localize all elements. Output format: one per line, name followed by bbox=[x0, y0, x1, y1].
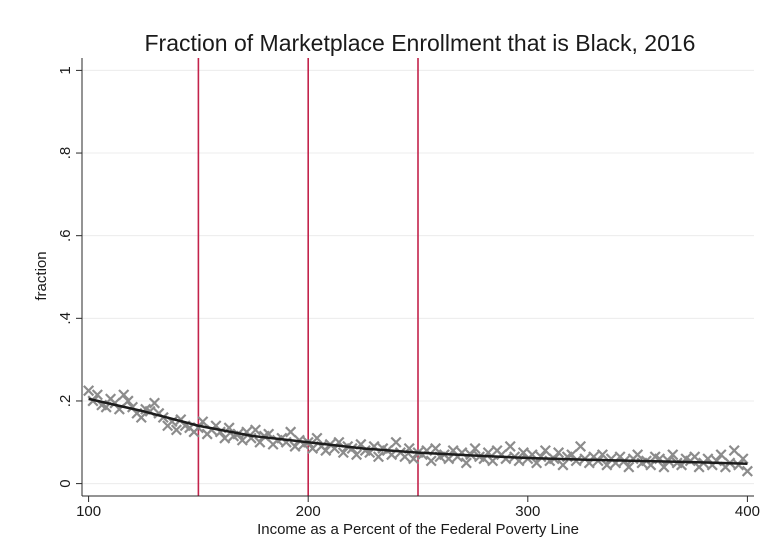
y-tick-label: .8 bbox=[57, 147, 74, 160]
scatter-point bbox=[148, 397, 161, 409]
scatter-point bbox=[443, 453, 455, 465]
reference-lines bbox=[197, 58, 419, 496]
y-tick-label: .2 bbox=[57, 395, 74, 408]
scatter-point bbox=[517, 447, 529, 459]
scatter-point bbox=[715, 449, 727, 461]
y-tick-label: .4 bbox=[57, 312, 74, 325]
scatter-point bbox=[285, 426, 297, 438]
y-tick-label: 0 bbox=[57, 479, 74, 487]
x-axis-label: Income as a Percent of the Federal Pover… bbox=[257, 521, 579, 538]
scatter-point bbox=[566, 449, 578, 461]
scatter-point bbox=[350, 449, 363, 461]
scatter-point bbox=[539, 444, 551, 457]
scatter-point bbox=[83, 385, 95, 397]
scatter-point bbox=[118, 389, 130, 401]
x-tick-label: 200 bbox=[296, 503, 321, 520]
x-tick-label: 300 bbox=[515, 503, 540, 520]
scatter-point bbox=[623, 461, 635, 473]
x-tick-label: 400 bbox=[735, 503, 760, 520]
scatter-point bbox=[219, 432, 231, 444]
scatter-point bbox=[311, 432, 323, 444]
scatter-point bbox=[460, 457, 472, 469]
scatter-point bbox=[372, 451, 385, 463]
scatter-point bbox=[320, 444, 332, 457]
scatter-point bbox=[307, 442, 319, 455]
scatter-point bbox=[91, 389, 103, 401]
scatter-point bbox=[249, 424, 262, 436]
scatter-point bbox=[741, 465, 753, 477]
scatter-point bbox=[531, 457, 543, 469]
scatter-point bbox=[596, 449, 609, 461]
scatter-point bbox=[552, 447, 565, 459]
scatter-point bbox=[469, 442, 481, 455]
y-tick-label: 1 bbox=[57, 66, 74, 74]
fit-line bbox=[88, 397, 748, 466]
scatter-point bbox=[689, 451, 701, 463]
scatter-point bbox=[135, 411, 147, 424]
y-axis-label: fraction bbox=[33, 251, 50, 300]
scatter-point bbox=[425, 455, 437, 467]
scatter-point bbox=[390, 436, 402, 448]
y-tick-label: .6 bbox=[57, 229, 74, 242]
scatter-point bbox=[122, 395, 134, 407]
scatter-point bbox=[728, 444, 740, 457]
scatter-point bbox=[557, 459, 569, 471]
scatter-point bbox=[601, 459, 613, 471]
scatter-point bbox=[289, 440, 301, 452]
scatter-point bbox=[197, 416, 209, 428]
scatter-point bbox=[632, 449, 644, 461]
scatter-point bbox=[430, 442, 442, 455]
scatter-point bbox=[408, 453, 420, 465]
scatter-point bbox=[737, 453, 749, 465]
scatter-point bbox=[574, 440, 587, 452]
scatter-point bbox=[399, 451, 411, 463]
chart-title: Fraction of Marketplace Enrollment that … bbox=[145, 30, 696, 56]
axes: 100 200 300 400 0 .2 .4 .6 .8 1 bbox=[57, 58, 760, 520]
x-tick-label: 100 bbox=[76, 503, 101, 520]
scatter-point bbox=[487, 455, 499, 467]
scatter-point bbox=[236, 434, 248, 446]
scatter-point bbox=[337, 447, 349, 459]
scatter-point bbox=[504, 440, 516, 452]
scatter-point bbox=[667, 449, 679, 461]
scatter-point bbox=[658, 461, 670, 473]
scatter-point bbox=[254, 436, 266, 448]
fit-line-layer bbox=[88, 397, 748, 466]
scatter-point bbox=[170, 424, 182, 436]
